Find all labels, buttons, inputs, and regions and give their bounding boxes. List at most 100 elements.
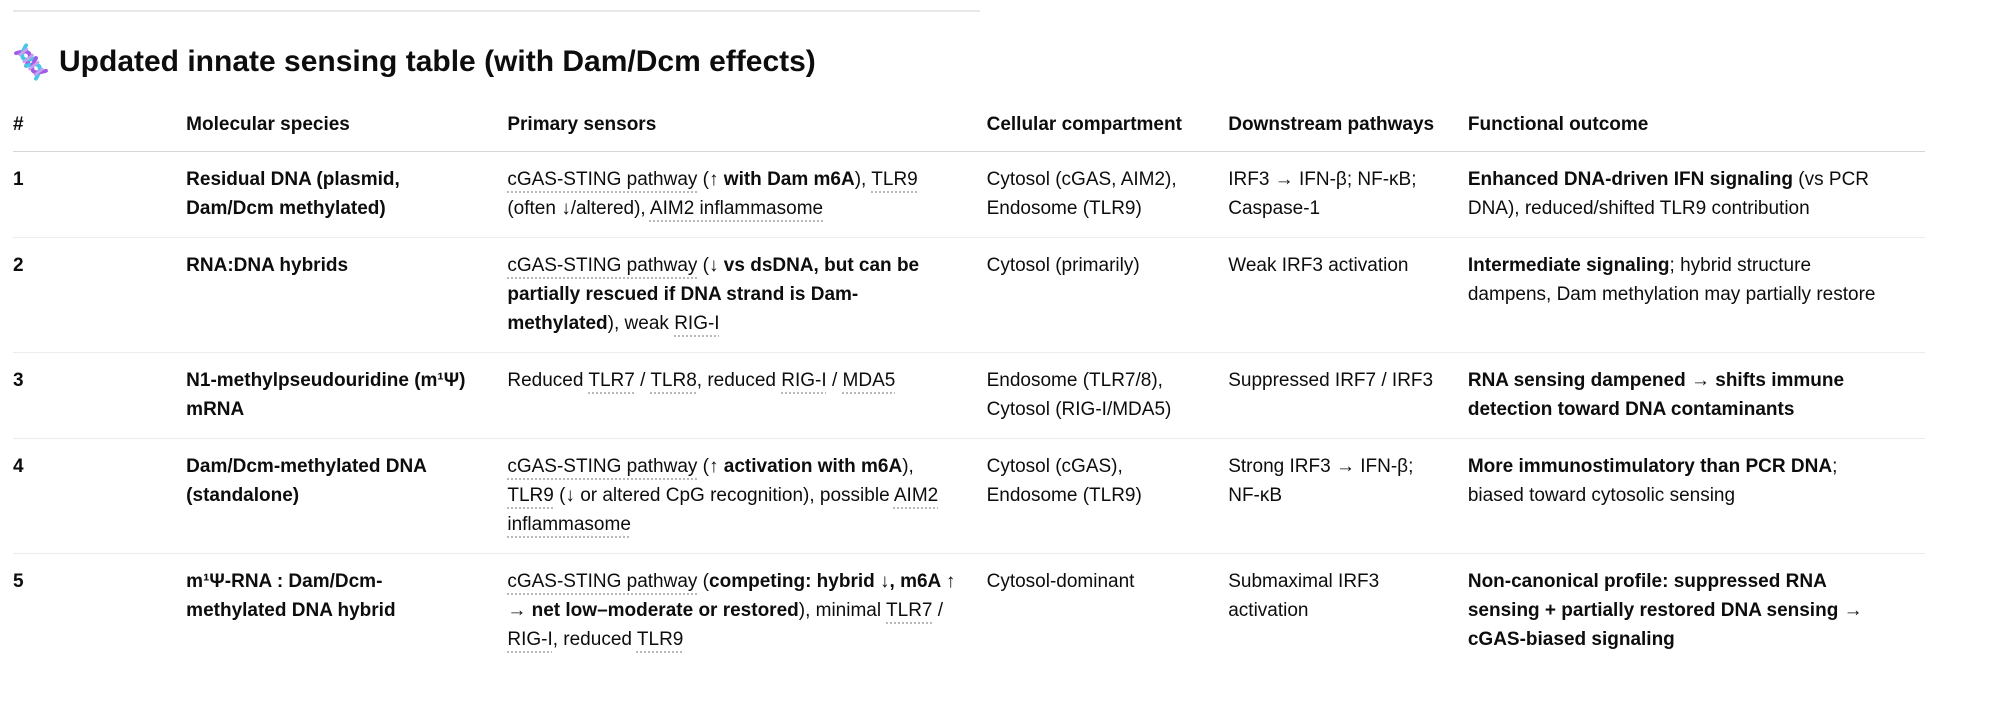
text-segment: m¹Ψ-RNA : Dam/Dcm-methylated DNA hybrid	[186, 571, 396, 621]
cell-cellular-compartment: Cytosol (primarily)	[986, 237, 1229, 353]
text-segment: IRF3 → IFN-β; NF-κB; Caspase-1	[1228, 169, 1417, 219]
cell-primary-sensors: cGAS-STING pathway (↑ activation with m6…	[507, 438, 987, 554]
cell-molecular-species: RNA:DNA hybrids	[186, 237, 508, 353]
text-segment: RNA sensing dampened → shifts immune det…	[1467, 370, 1845, 420]
text-segment: Cytosol (cGAS, AIM2), Endosome (TLR9)	[986, 169, 1177, 219]
cell-downstream-pathways: Strong IRF3 → IFN-β; NF-κB	[1228, 438, 1468, 554]
term-link[interactable]: RIG-I	[781, 370, 827, 391]
term-link[interactable]: TLR7	[588, 370, 635, 391]
term-link[interactable]: cGAS-STING pathway	[507, 456, 698, 477]
text-segment: Enhanced DNA-driven IFN signaling	[1467, 169, 1794, 190]
term-link[interactable]: cGAS-STING pathway	[507, 255, 698, 276]
text-segment: Suppressed IRF7 / IRF3	[1228, 370, 1434, 391]
cell-downstream-pathways: Weak IRF3 activation	[1228, 237, 1468, 353]
text-segment: ),	[854, 169, 872, 190]
text-segment: Endosome (TLR7/8), Cytosol (RIG-I/MDA5)	[986, 370, 1172, 420]
cell-cellular-compartment: Cytosol (cGAS, AIM2), Endosome (TLR9)	[986, 151, 1229, 238]
column-header-functional-outcome: Functional outcome	[1467, 100, 1925, 152]
cell-molecular-species: Dam/Dcm-methylated DNA (standalone)	[186, 438, 508, 554]
header-row: # Molecular species Primary sensors Cell…	[13, 100, 1925, 152]
text-segment: /	[634, 370, 651, 391]
cell-cellular-compartment: Endosome (TLR7/8), Cytosol (RIG-I/MDA5)	[986, 352, 1229, 439]
column-header-downstream-pathways: Downstream pathways	[1228, 100, 1468, 152]
text-segment: (often ↓/altered),	[507, 198, 650, 219]
term-link[interactable]: TLR7	[886, 600, 933, 621]
cell-row-number: 3	[13, 352, 187, 439]
text-segment: Intermediate signaling	[1467, 255, 1670, 276]
table-body: 1 Residual DNA (plasmid, Dam/Dcm methyla…	[13, 151, 1925, 669]
dna-icon	[13, 43, 49, 81]
column-header-cellular-compartment: Cellular compartment	[986, 100, 1229, 152]
text-segment: Cytosol (primarily)	[986, 255, 1140, 276]
text-segment: ↑ with Dam m6A	[709, 169, 855, 190]
text-segment: Submaximal IRF3 activation	[1228, 571, 1380, 621]
text-segment: competing: hybrid ↓, m6A ↑ → net low–mod…	[507, 571, 956, 621]
cell-downstream-pathways: Suppressed IRF7 / IRF3	[1228, 352, 1468, 439]
cell-molecular-species: m¹Ψ-RNA : Dam/Dcm-methylated DNA hybrid	[186, 554, 507, 669]
message-divider	[13, 10, 980, 12]
cell-primary-sensors: cGAS-STING pathway (↑ with Dam m6A), TLR…	[507, 151, 987, 238]
cell-downstream-pathways: IRF3 → IFN-β; NF-κB; Caspase-1	[1228, 151, 1468, 238]
text-segment: /	[826, 370, 843, 391]
cell-functional-outcome: RNA sensing dampened → shifts immune det…	[1467, 352, 1925, 439]
text-segment: ), weak	[607, 313, 675, 334]
term-link[interactable]: AIM2 inflammasome	[507, 485, 939, 535]
term-link[interactable]: MDA5	[842, 370, 896, 391]
text-segment: N1-methylpseudouridine (m¹Ψ) mRNA	[186, 370, 466, 420]
text-segment: (	[697, 255, 710, 276]
cell-cellular-compartment: Cytosol (cGAS), Endosome (TLR9)	[986, 438, 1229, 554]
term-link[interactable]: TLR8	[650, 370, 697, 391]
cell-downstream-pathways: Submaximal IRF3 activation	[1228, 554, 1468, 669]
text-segment: Weak IRF3 activation	[1228, 255, 1409, 276]
text-segment: ↑ activation with m6A	[709, 456, 903, 477]
text-segment: Strong IRF3 → IFN-β; NF-κB	[1228, 456, 1414, 506]
column-header-primary-sensors: Primary sensors	[507, 100, 987, 152]
term-link[interactable]: TLR9	[871, 169, 918, 190]
text-segment: More immunostimulatory than PCR DNA	[1467, 456, 1833, 477]
cell-functional-outcome: Enhanced DNA-driven IFN signaling (vs PC…	[1467, 151, 1925, 238]
text-segment: , reduced	[552, 629, 637, 650]
text-segment: ),	[902, 456, 914, 477]
cell-primary-sensors: cGAS-STING pathway (↓ vs dsDNA, but can …	[507, 237, 987, 353]
cell-functional-outcome: Non-canonical profile: suppressed RNA se…	[1468, 554, 1925, 669]
text-segment: Reduced	[507, 370, 589, 391]
table-row: 3 N1-methylpseudouridine (m¹Ψ) mRNA Redu…	[13, 352, 1925, 439]
column-header-molecular-species: Molecular species	[186, 100, 508, 152]
term-link[interactable]: AIM2 inflammasome	[649, 198, 824, 219]
term-link[interactable]: RIG-I	[674, 313, 720, 334]
cell-molecular-species: N1-methylpseudouridine (m¹Ψ) mRNA	[186, 352, 508, 439]
text-segment: Cytosol (cGAS), Endosome (TLR9)	[986, 456, 1142, 506]
cell-primary-sensors: Reduced TLR7 / TLR8, reduced RIG-I / MDA…	[507, 352, 987, 439]
text-segment: (	[697, 169, 710, 190]
text-segment: Non-canonical profile: suppressed RNA se…	[1467, 571, 1863, 650]
innate-sensing-table: # Molecular species Primary sensors Cell…	[13, 100, 1925, 668]
term-link[interactable]: RIG-I	[507, 629, 553, 650]
cell-molecular-species: Residual DNA (plasmid, Dam/Dcm methylate…	[186, 151, 508, 238]
text-segment: Residual DNA (plasmid, Dam/Dcm methylate…	[186, 169, 400, 219]
text-segment: (	[697, 571, 710, 592]
text-segment: Dam/Dcm-methylated DNA (standalone)	[186, 456, 427, 506]
text-segment: (↓ or altered CpG recognition), possible	[553, 485, 894, 506]
table-row: 5 m¹Ψ-RNA : Dam/Dcm-methylated DNA hybri…	[13, 554, 1925, 669]
cell-row-number: 1	[13, 151, 187, 238]
cell-primary-sensors: cGAS-STING pathway (competing: hybrid ↓,…	[507, 554, 986, 669]
text-segment: , reduced	[696, 370, 782, 391]
table-row: 4 Dam/Dcm-methylated DNA (standalone) cG…	[13, 438, 1925, 554]
chat-message: Updated innate sensing table (with Dam/D…	[0, 10, 2000, 668]
table-row: 2 RNA:DNA hybrids cGAS-STING pathway (↓ …	[13, 237, 1925, 353]
term-link[interactable]: TLR9	[507, 485, 554, 506]
table-row: 1 Residual DNA (plasmid, Dam/Dcm methyla…	[13, 151, 1925, 238]
text-segment: (vs PCR DNA), reduced/shifted TLR9 contr…	[1467, 169, 1870, 219]
column-header-number: #	[13, 100, 187, 152]
cell-functional-outcome: More immunostimulatory than PCR DNA; bia…	[1467, 438, 1925, 554]
term-link[interactable]: cGAS-STING pathway	[507, 571, 698, 592]
text-segment: RNA:DNA hybrids	[186, 255, 349, 276]
text-segment: ; biased toward cytosolic sensing	[1467, 456, 1838, 506]
term-link[interactable]: TLR9	[636, 629, 684, 650]
text-segment: (	[697, 456, 710, 477]
cell-functional-outcome: Intermediate signaling; hybrid structure…	[1467, 237, 1925, 353]
text-segment: ), minimal	[798, 600, 887, 621]
cell-row-number: 4	[13, 438, 187, 554]
text-segment: /	[932, 600, 944, 621]
term-link[interactable]: cGAS-STING pathway	[507, 169, 698, 190]
